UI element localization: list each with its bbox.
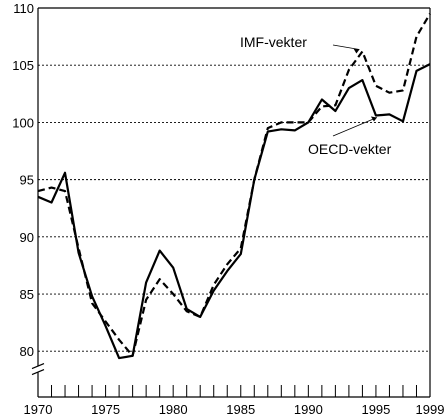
y-tick-label-100: 100 — [12, 115, 34, 130]
series-annotations: IMF-vekter OECD-vekter — [240, 34, 392, 157]
annotation-arrowhead-imf-vekter — [353, 48, 360, 54]
annotation-arrowhead-oecd-vekter — [370, 116, 377, 122]
y-tick-label-80: 80 — [20, 344, 34, 359]
axes — [31, 7, 431, 398]
annotation-pointer-oecd-vekter — [332, 117, 378, 137]
y-tick-label-95: 95 — [20, 173, 34, 188]
series-line-imf-vekter — [37, 13, 431, 357]
grid-lines — [38, 64, 430, 352]
x-tick-label-1970: 1970 — [24, 402, 53, 417]
annotation-label-imf-vekter: IMF-vekter — [240, 34, 307, 50]
axis-break-mark — [31, 368, 45, 376]
y-tick-label-85: 85 — [20, 287, 34, 302]
series-lines — [37, 13, 431, 360]
x-tick-label-1985: 1985 — [226, 402, 255, 417]
annotation-label-oecd-vekter: OECD-vekter — [308, 141, 392, 157]
x-tick-label-1975: 1975 — [91, 402, 120, 417]
x-tick-labels: 1970 1975 1980 1985 1990 1995 1999 — [24, 402, 445, 417]
x-tick-label-1990: 1990 — [294, 402, 323, 417]
axis-break-mark — [31, 362, 45, 370]
y-tick-label-105: 105 — [12, 58, 34, 73]
x-tick-label-1995: 1995 — [361, 402, 390, 417]
y-tick-label-90: 90 — [20, 230, 34, 245]
x-tick-label-1980: 1980 — [159, 402, 188, 417]
y-tick-label-110: 110 — [13, 1, 34, 16]
y-tick-labels: 80 85 90 95 100 105 110 — [12, 1, 34, 359]
annotation-pointer-imf-vekter — [332, 44, 360, 50]
series-line-oecd-vekter — [37, 63, 431, 360]
x-tick-label-1999: 1999 — [416, 402, 445, 417]
